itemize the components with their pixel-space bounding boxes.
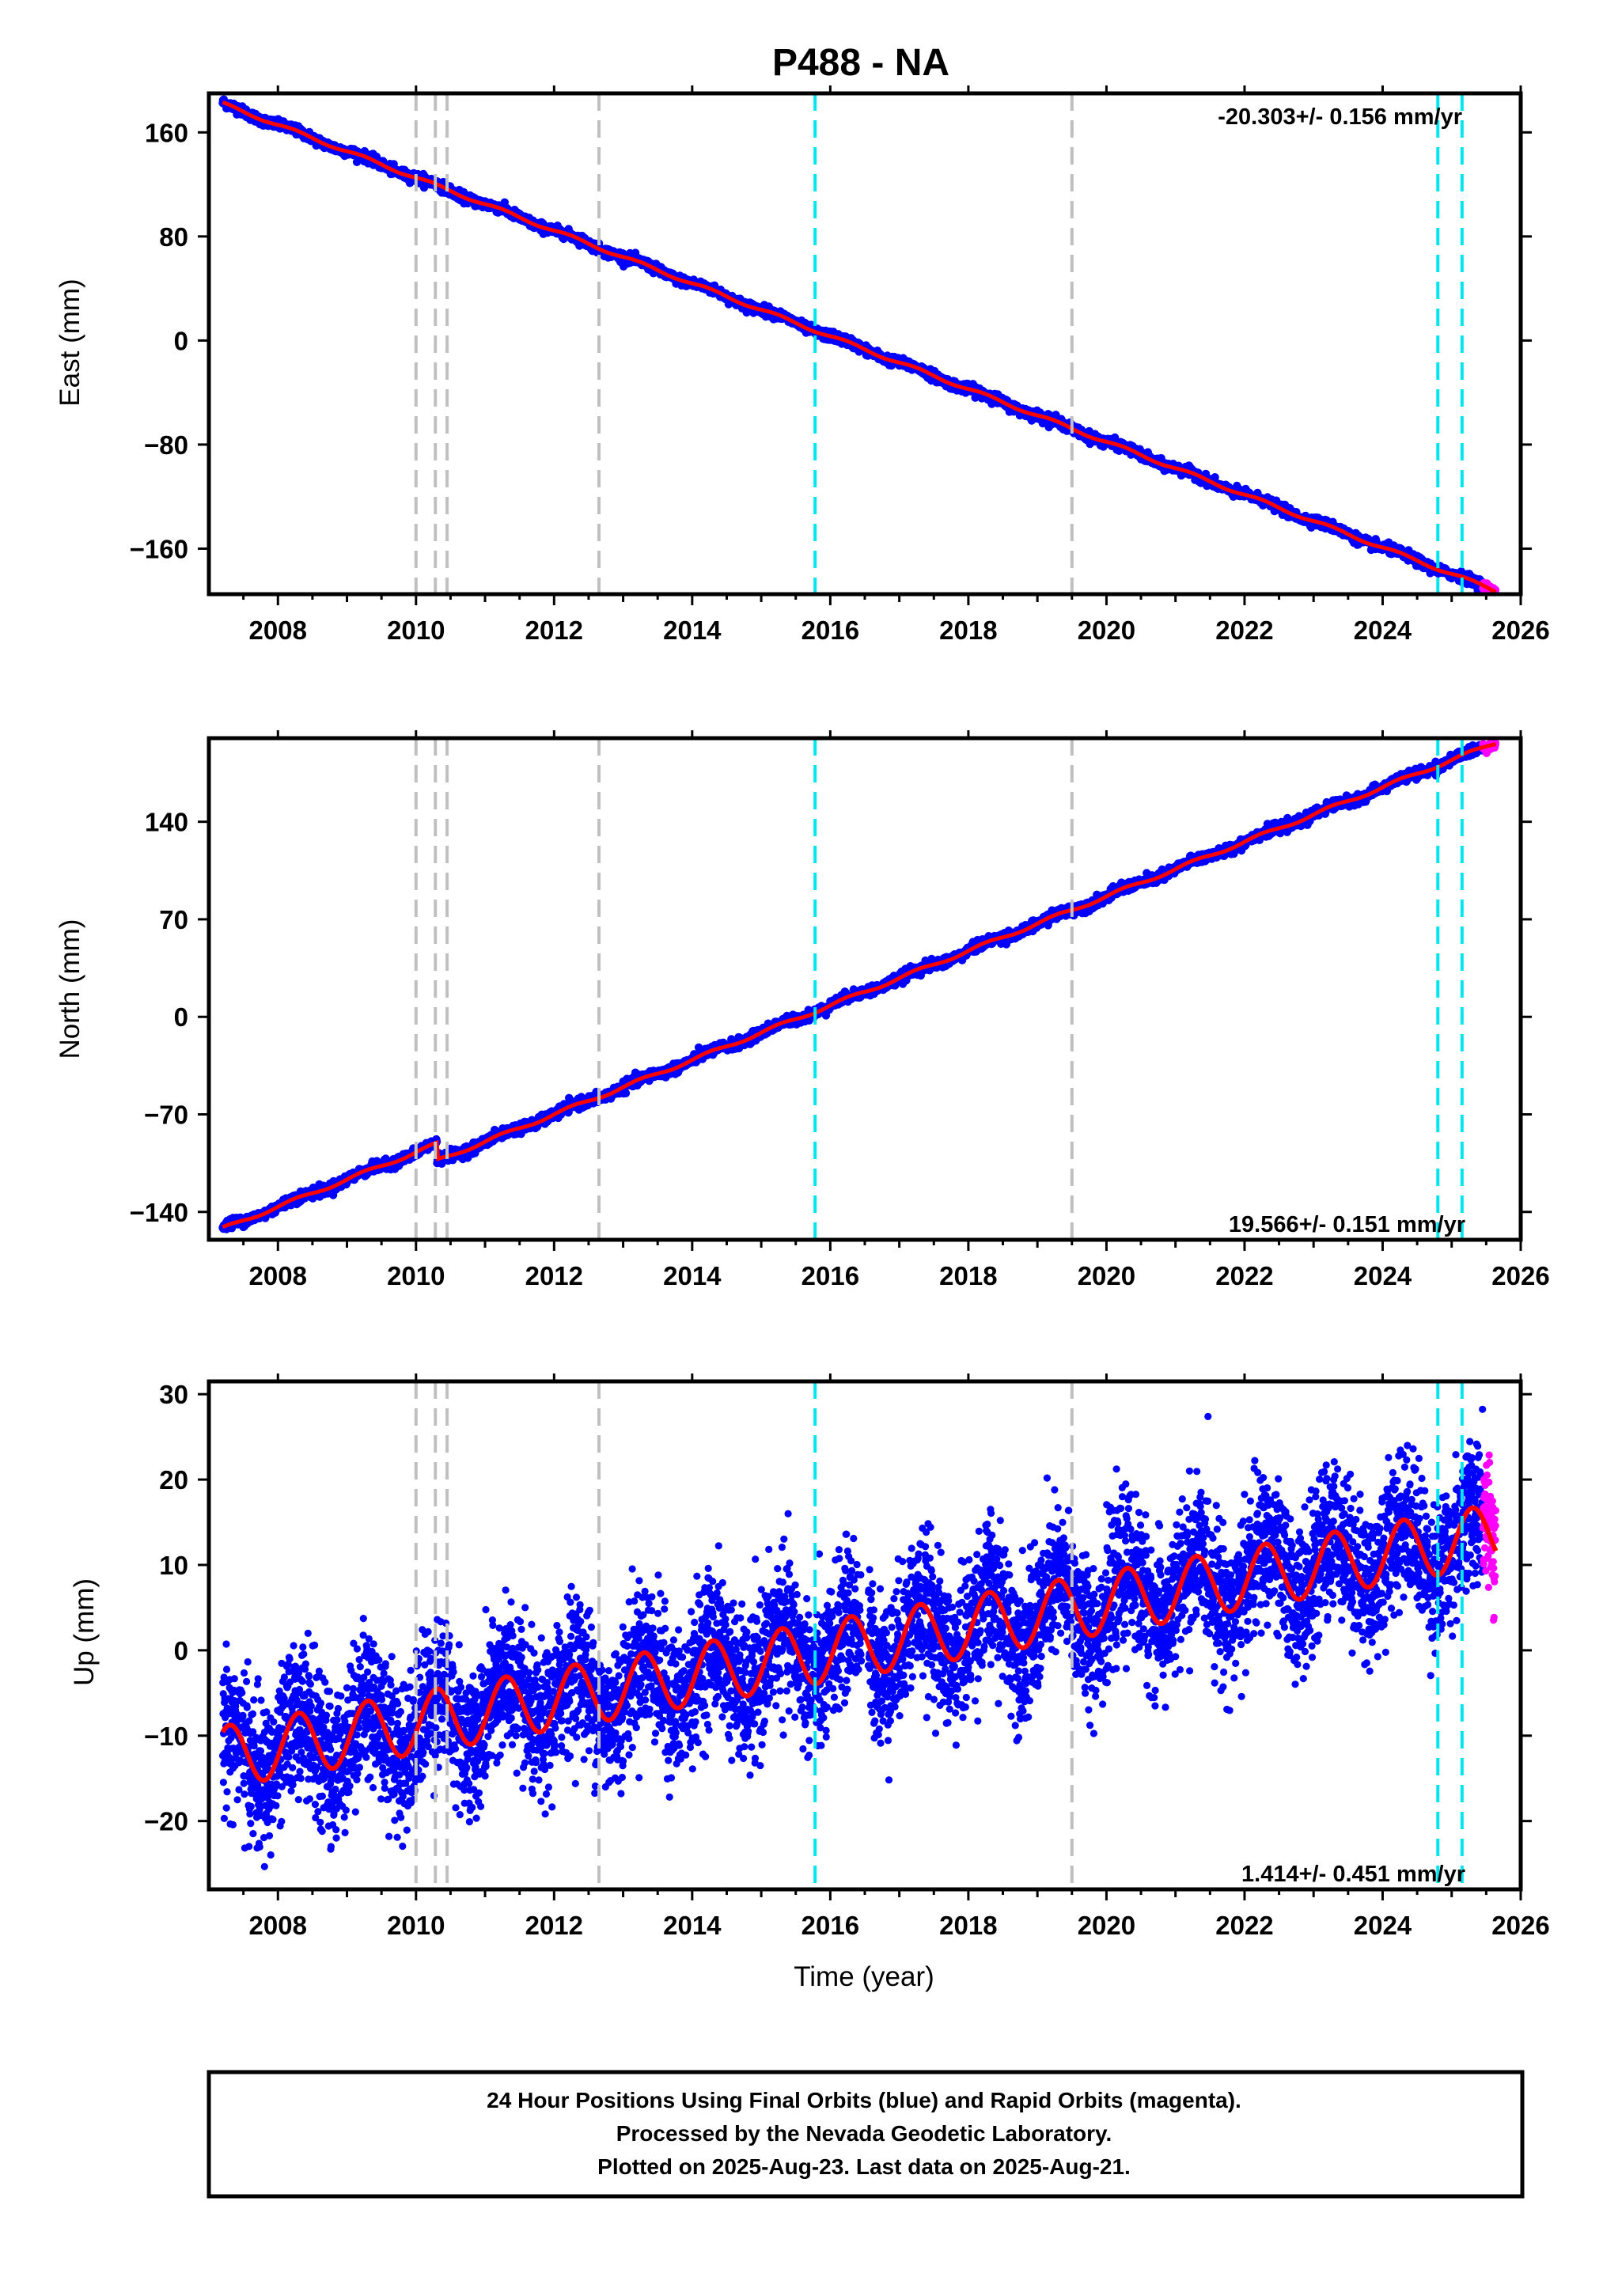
east-series-layer	[218, 95, 1500, 597]
north-final-point	[621, 1089, 631, 1098]
east-y-tick-label: 160	[145, 118, 188, 147]
chart-title: P488 - NA	[772, 42, 949, 84]
east-x-tick-label: 2016	[802, 616, 859, 645]
east-x-tick-label: 2008	[249, 616, 307, 645]
east-x-tick-label: 2026	[1491, 616, 1549, 645]
east-y-tick-label: −80	[144, 430, 188, 460]
east-model-fit-line	[222, 100, 1497, 594]
north-series-layer	[218, 736, 1500, 1233]
east-y-tick-label: 0	[174, 326, 188, 355]
east-x-tick-label: 2024	[1354, 616, 1412, 645]
east-y-tick-label: −160	[130, 534, 188, 563]
east-x-tick-label: 2012	[525, 616, 583, 645]
east-x-tick-label: 2010	[387, 616, 445, 645]
east-x-tick-label: 2014	[663, 616, 722, 645]
east-x-tick-label: 2020	[1078, 616, 1135, 645]
east-panel: 2008 2010 2012 2014 2016 2018 2020 2022 2024 2026…	[55, 85, 1550, 645]
north-panel: 2008 2010 2012 2014 2016 2018 2020 2022 2024 2026…	[55, 730, 1550, 1290]
east-x-tick-label: 2022	[1215, 616, 1273, 645]
east-axis-layer: 2008 2010 2012 2014 2016 2018 2020 2022 2024 2026…	[130, 85, 1550, 645]
east-rate-label: -20.303+/- 0.156 mm/yr	[1218, 104, 1462, 130]
east-y-tick-label: 80	[159, 222, 188, 252]
east-y-axis-label: East (mm)	[55, 278, 85, 406]
east-x-tick-label: 2018	[939, 616, 997, 645]
